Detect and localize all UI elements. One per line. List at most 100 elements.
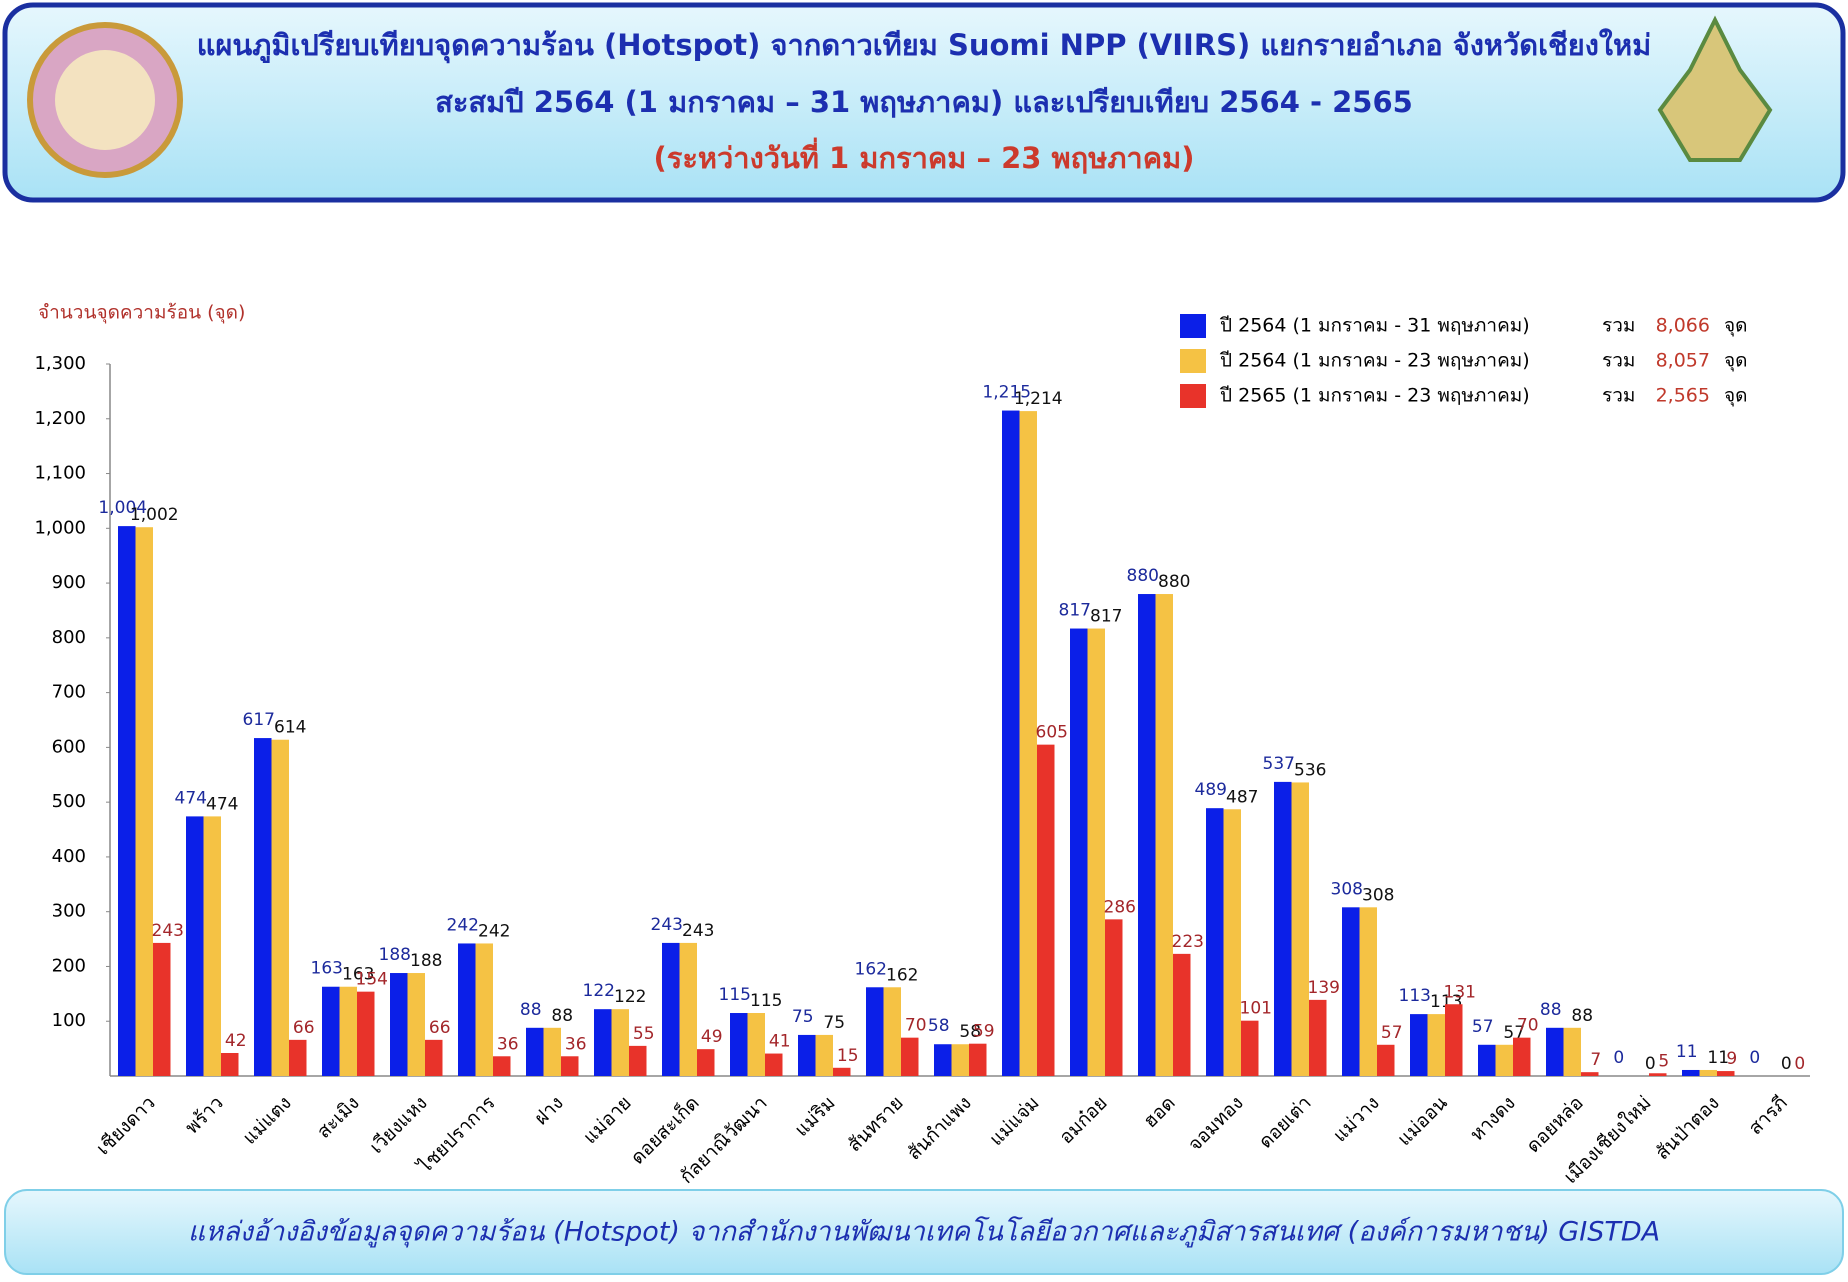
bar [1206, 808, 1224, 1076]
header-box [2, 2, 1846, 203]
value-label: 131 [1444, 982, 1476, 1002]
legend-unit: จุด [1724, 385, 1747, 408]
bar [951, 1044, 969, 1076]
legend-swatch [1180, 314, 1206, 338]
y-tick-label: 700 [52, 682, 86, 703]
value-label: 58 [928, 1016, 950, 1036]
y-tick-label: 600 [52, 736, 86, 757]
bar [1291, 782, 1309, 1076]
value-label: 5 [1658, 1051, 1669, 1071]
value-label: 55 [633, 1024, 655, 1044]
value-label: 7 [1590, 1050, 1601, 1070]
legend-label: ปี 2565 (1 มกราคม - 23 พฤษภาคม) [1219, 385, 1530, 407]
value-label: 536 [1294, 760, 1326, 780]
legend-total: 8,066 [1656, 315, 1710, 337]
bar [493, 1056, 511, 1076]
value-label: 474 [206, 794, 238, 814]
value-label: 0 [1781, 1054, 1792, 1074]
bar [730, 1013, 748, 1076]
value-label: 1,002 [130, 505, 179, 525]
bar [662, 942, 680, 1076]
bar [1087, 628, 1105, 1076]
x-tick-label: สารภี [1744, 1092, 1791, 1139]
value-label: 58 [959, 1022, 981, 1042]
bar [1546, 1027, 1564, 1076]
y-tick-label: 100 [52, 1010, 86, 1031]
y-tick-label: 1,100 [34, 463, 86, 484]
x-tick-label: สันทราย [843, 1092, 907, 1156]
value-label: 122 [614, 987, 646, 1007]
bar [1173, 953, 1191, 1076]
value-label: 188 [410, 951, 442, 971]
bar [1427, 1014, 1445, 1076]
value-label: 817 [1059, 601, 1091, 621]
date-range: (ระหว่างวันที่ 1 มกราคม – 23 พฤษภาคม) [653, 137, 1194, 175]
value-label: 880 [1158, 572, 1190, 592]
value-label: 57 [1472, 1017, 1494, 1037]
value-label: 75 [823, 1013, 845, 1033]
bar [1037, 744, 1055, 1076]
bar [934, 1044, 952, 1076]
value-label: 162 [886, 965, 918, 985]
bar [883, 987, 901, 1076]
bar [425, 1039, 443, 1076]
value-label: 617 [243, 710, 275, 730]
value-label: 11 [1707, 1048, 1729, 1068]
value-label: 15 [837, 1046, 859, 1066]
value-label: 115 [750, 991, 782, 1011]
logo-right [1657, 15, 1773, 162]
value-label: 75 [792, 1007, 814, 1027]
bar [1513, 1037, 1531, 1076]
value-label: 70 [1517, 1016, 1539, 1036]
legend-unit: จุด [1724, 350, 1747, 373]
legend-label: ปี 2564 (1 มกราคม - 31 พฤษภาคม) [1219, 315, 1530, 337]
x-tick-label: แม่ริม [791, 1092, 840, 1141]
value-label: 36 [565, 1034, 587, 1054]
value-label: 243 [152, 921, 184, 941]
x-tick-label: ฝาง [530, 1092, 568, 1130]
bar [561, 1056, 579, 1076]
bar [153, 942, 171, 1076]
value-label: 0 [1645, 1054, 1656, 1074]
x-tick-label: เวียงแหง [365, 1092, 431, 1158]
value-label: 41 [769, 1032, 791, 1052]
bar [135, 527, 153, 1076]
value-label: 614 [274, 718, 306, 738]
x-tick-label: เชียงดาว [92, 1092, 160, 1160]
value-label: 9 [1726, 1049, 1737, 1069]
bar [611, 1009, 629, 1076]
bar [1223, 809, 1241, 1076]
bar [1359, 907, 1377, 1076]
bar [339, 986, 357, 1076]
value-label: 59 [973, 1022, 995, 1042]
bar [1241, 1020, 1259, 1076]
value-label: 0 [1613, 1048, 1624, 1068]
bar [747, 1013, 765, 1076]
legend-swatch [1180, 349, 1206, 373]
bar [1155, 594, 1173, 1076]
y-tick-label: 400 [52, 846, 86, 867]
value-label: 308 [1362, 885, 1394, 905]
bar [357, 991, 375, 1076]
y-tick-label: 300 [52, 901, 86, 922]
title: แผนภูมิเปรียบเทียบจุดความร้อน (Hotspot) … [197, 28, 1652, 63]
bar [1682, 1069, 1700, 1076]
bar [1342, 907, 1360, 1076]
bar [322, 986, 340, 1076]
value-label: 88 [551, 1006, 573, 1026]
bar [1717, 1071, 1735, 1076]
bar [118, 526, 136, 1076]
subtitle: สะสมปี 2564 (1 มกราคม – 31 พฤษภาคม) และเ… [435, 85, 1413, 119]
legend-prefix: รวม [1602, 385, 1635, 407]
value-label: 11 [1676, 1042, 1698, 1062]
bar [1138, 594, 1156, 1076]
value-label: 101 [1240, 999, 1272, 1019]
bar [254, 738, 272, 1076]
bar [186, 816, 204, 1076]
legend-prefix: รวม [1602, 350, 1635, 372]
value-label: 139 [1308, 978, 1340, 998]
bar [1019, 411, 1037, 1076]
bar [271, 739, 289, 1076]
